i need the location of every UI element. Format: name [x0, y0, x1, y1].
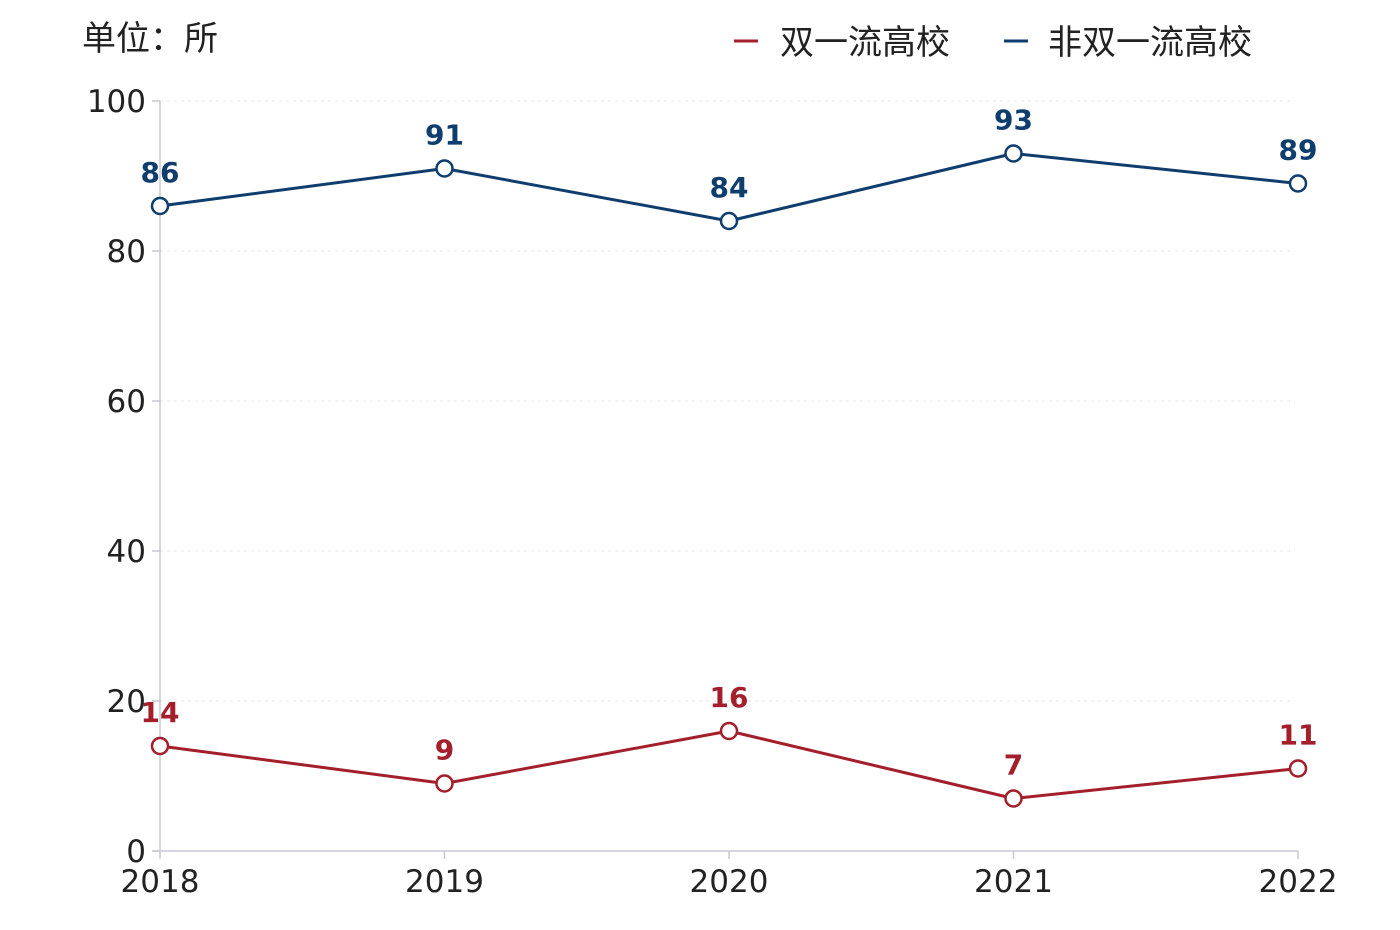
- legend: 双一流高校 非双一流高校: [734, 23, 1252, 63]
- y-tick-label-0: 0: [126, 834, 146, 870]
- series-0-point-2020: [719, 721, 739, 741]
- series-1-point-2018: [150, 196, 170, 216]
- y-tick-label-20: 20: [107, 684, 146, 720]
- series-1-point-2020: [719, 211, 739, 231]
- x-tick-label-2021: 2021: [974, 864, 1053, 900]
- series-0-point-2018: [150, 736, 170, 756]
- series-1-point-2021: [1004, 144, 1023, 163]
- y-tick-label-80: 80: [107, 234, 146, 270]
- gridlines: [160, 100, 1295, 702]
- series-1-label-2020: 84: [710, 171, 749, 204]
- unit-label: 单位：所: [82, 19, 218, 59]
- axes: 0 20 40 60 80 100 2018 2019 2020 2021 2022: [87, 84, 1338, 900]
- series-1-label-2018: 86: [141, 156, 180, 189]
- series-0-point-2019: [435, 774, 454, 793]
- series-1-label-2022: 89: [1279, 134, 1318, 167]
- series-1-point-2019: [435, 159, 454, 178]
- series-0-point-2021: [1004, 789, 1023, 808]
- y-tick-label-60: 60: [107, 384, 146, 420]
- series-0-label-2019: 9: [435, 734, 454, 767]
- legend-label-series-0: 双一流高校: [780, 23, 950, 63]
- series-0-label-2018: 14: [141, 696, 180, 729]
- series-0-label-2020: 16: [710, 681, 749, 714]
- series-0-label-2021: 7: [1004, 749, 1023, 782]
- series-0-point-2022: [1288, 759, 1308, 778]
- x-tick-label-2018: 2018: [121, 864, 200, 900]
- x-tick-label-2022: 2022: [1259, 864, 1338, 900]
- series-layer: [150, 144, 1308, 808]
- series-1-label-2021: 93: [994, 104, 1033, 137]
- y-tick-label-100: 100: [87, 84, 146, 120]
- data-labels: 14 9 16 7 11 86 91 84 93 89: [141, 104, 1318, 782]
- series-line-0: [159, 729, 1299, 800]
- legend-label-series-1: 非双一流高校: [1048, 23, 1252, 63]
- x-tick-label-2019: 2019: [405, 864, 484, 900]
- series-0-label-2022: 11: [1279, 719, 1318, 752]
- x-tick-label-2020: 2020: [690, 864, 769, 900]
- y-tick-label-40: 40: [107, 534, 146, 570]
- series-1-point-2022: [1288, 174, 1308, 193]
- series-1-label-2019: 91: [425, 119, 464, 152]
